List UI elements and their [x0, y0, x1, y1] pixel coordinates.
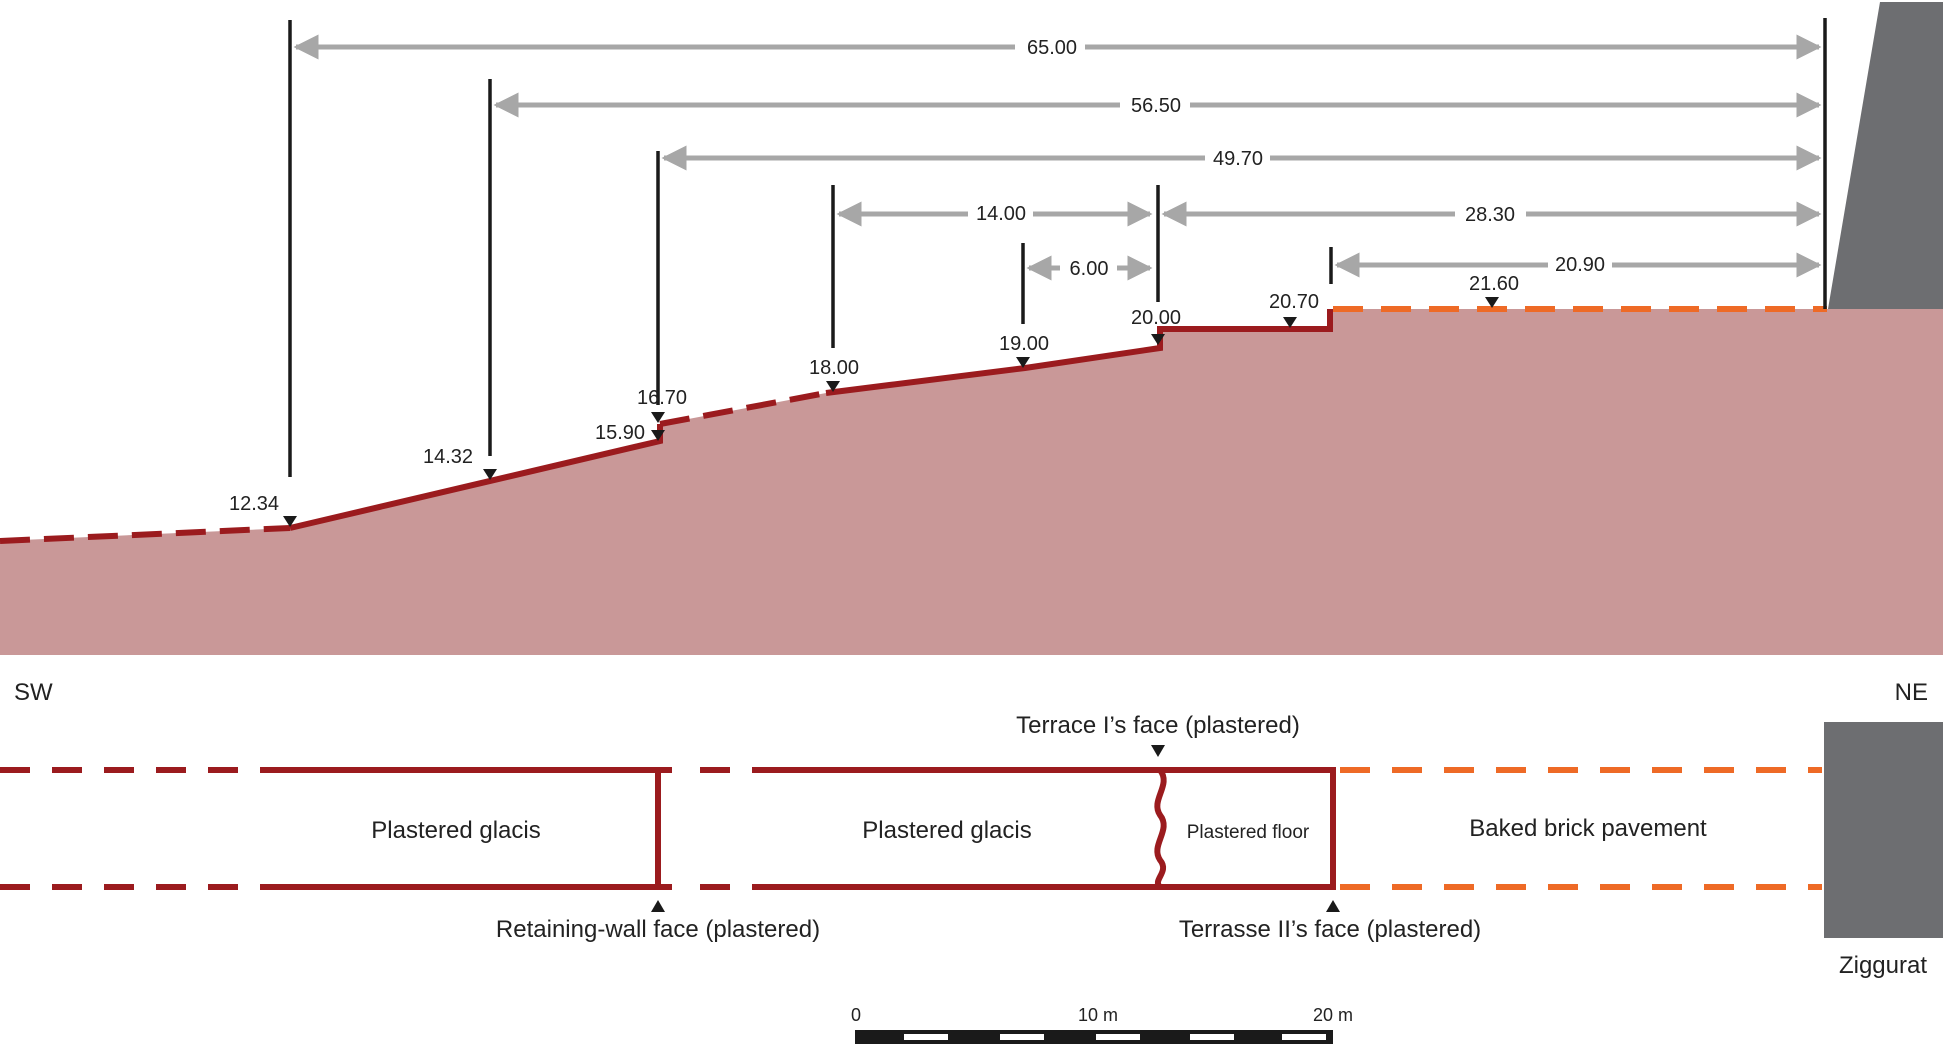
elevation-1234: 12.34 — [229, 493, 297, 527]
dim-label-2090: 20.90 — [1555, 254, 1605, 276]
scale-bar-segment — [1190, 1034, 1234, 1040]
profile-dashed-middle — [659, 390, 827, 427]
elevation-label: 18.00 — [809, 357, 859, 379]
dim-label-600: 6.00 — [1070, 258, 1109, 280]
elevation-triangle-icon — [1016, 357, 1030, 368]
callout-retaining-arrow-icon — [651, 900, 665, 912]
callout-retaining: Retaining-wall face (plastered) — [496, 916, 820, 943]
dim-label-1400: 14.00 — [976, 203, 1026, 225]
callout-terrace2-arrow-icon — [1326, 900, 1340, 912]
ziggurat-plan — [1824, 722, 1943, 938]
orientation-sw: SW — [14, 679, 53, 706]
elevation-label: 20.70 — [1269, 291, 1319, 313]
elevation-2000: 20.00 — [1131, 307, 1181, 345]
scale-bar-frame — [855, 1030, 1333, 1044]
elevation-label: 12.34 — [229, 493, 279, 515]
scale-label-0: 0 — [851, 1005, 861, 1025]
scale-bar-segment — [1000, 1034, 1044, 1040]
elevation-1800: 18.00 — [809, 357, 859, 392]
zone-label-glacis-2: Plastered glacis — [862, 817, 1031, 844]
dim-label-5650: 56.50 — [1131, 95, 1181, 117]
scale-label-20: 20 m — [1313, 1005, 1353, 1025]
elevation-triangle-icon — [1283, 317, 1297, 328]
callout-terrace2: Terrasse II’s face (plastered) — [1179, 916, 1481, 943]
scale-bar: 0 10 m 20 m — [851, 1005, 1353, 1044]
elevation-1590: 15.90 — [595, 422, 665, 444]
orientation-ne: NE — [1895, 679, 1928, 706]
scale-bar-segment — [904, 1034, 948, 1040]
elevation-points: 12.34 14.32 15.90 16.70 18.00 19.00 20.0… — [229, 273, 1519, 527]
dimension-labels: 65.00 56.50 49.70 14.00 6.00 28.30 20.90 — [976, 37, 1605, 280]
elevation-triangle-icon — [1485, 297, 1499, 308]
dim-label-65: 65.00 — [1027, 37, 1077, 59]
dimension-lines — [293, 34, 1822, 281]
elevation-2070: 20.70 — [1269, 291, 1319, 328]
zone-label-glacis-1: Plastered glacis — [371, 817, 540, 844]
elevation-1670: 16.70 — [637, 387, 687, 423]
profile-dashed-left — [0, 525, 291, 544]
scale-bar-segment — [1282, 1034, 1326, 1040]
elevation-triangle-icon — [283, 516, 297, 527]
elevation-triangle-icon — [651, 430, 665, 441]
elevation-label: 21.60 — [1469, 273, 1519, 295]
ziggurat-section — [1828, 2, 1943, 309]
elevation-triangle-icon — [826, 381, 840, 392]
ziggurat-label: Ziggurat — [1839, 952, 1927, 979]
elevation-1900: 19.00 — [999, 333, 1049, 368]
elevation-triangle-icon — [1151, 334, 1165, 345]
scale-label-10: 10 m — [1078, 1005, 1118, 1025]
zone-label-floor: Plastered floor — [1187, 822, 1310, 843]
plan-glacis-1-outline — [275, 767, 661, 890]
elevation-triangle-icon — [483, 469, 497, 480]
profile-solid-lower — [289, 424, 663, 531]
elevation-label: 14.32 — [423, 446, 473, 468]
elevation-label: 15.90 — [595, 422, 645, 444]
vertical-markers — [288, 18, 1827, 477]
elevation-triangle-icon — [651, 412, 665, 423]
ground-fill — [0, 309, 1943, 655]
scale-bar-segment — [1096, 1034, 1140, 1040]
plan-strip: Plastered glacis Plastered glacis Plaste… — [0, 712, 1943, 979]
callout-terrace1: Terrace I’s face (plastered) — [1016, 712, 1300, 739]
dim-label-4970: 49.70 — [1213, 148, 1263, 170]
elevation-label: 16.70 — [637, 387, 687, 409]
elevation-label: 20.00 — [1131, 307, 1181, 329]
terrace1-wavy-face — [1154, 768, 1167, 890]
zone-label-pavement: Baked brick pavement — [1469, 815, 1707, 842]
callout-terrace1-arrow-icon — [1151, 745, 1165, 757]
plan-glacis-2-outline — [760, 767, 1336, 890]
elevation-label: 19.00 — [999, 333, 1049, 355]
elevation-2160: 21.60 — [1469, 273, 1519, 308]
elevation-1432: 14.32 — [423, 446, 497, 480]
dim-label-2830: 28.30 — [1465, 204, 1515, 226]
